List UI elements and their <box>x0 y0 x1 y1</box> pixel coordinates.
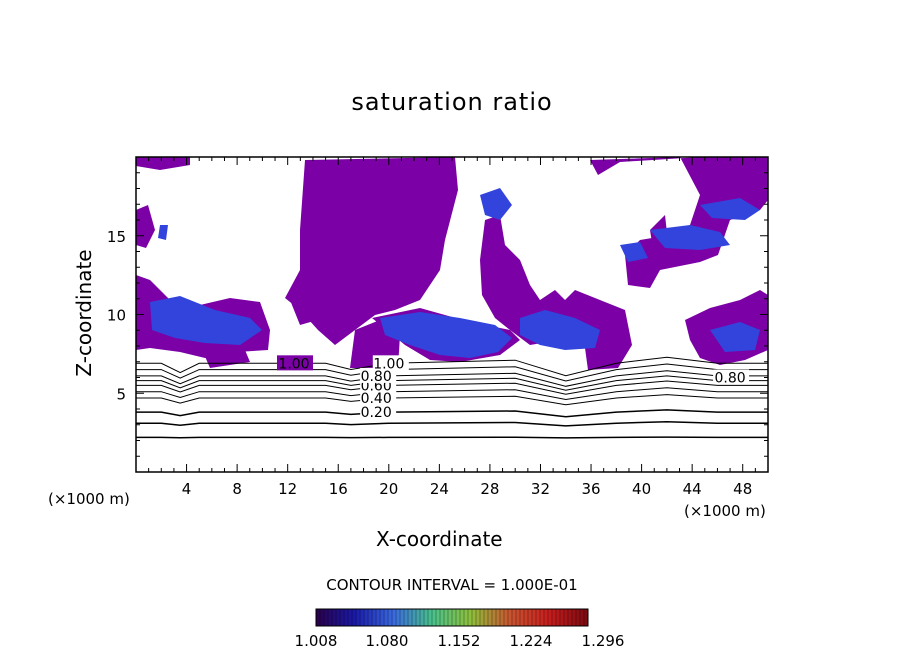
high-saturation-region-3 <box>650 225 730 250</box>
contour-label-bg-1 <box>360 389 397 405</box>
contour-label-bg-3 <box>360 367 397 383</box>
colorbar-tick-label-0: 1.008 <box>294 632 338 650</box>
colorbar-tick-label-4: 1.296 <box>581 632 625 650</box>
contour-label-3: 0.80 <box>361 369 392 385</box>
contour-line-0 <box>136 436 768 439</box>
contour-label-1: 0.40 <box>361 391 392 407</box>
high-saturation-region-0 <box>150 296 262 345</box>
colorbar-tick-label-3: 1.224 <box>509 632 553 650</box>
x-axis-unit: (×1000 m) <box>684 502 766 520</box>
saturated-region-7 <box>590 157 768 288</box>
colorbar <box>315 608 589 627</box>
x-tick-label-7: 32 <box>531 480 550 498</box>
chart-title: saturation ratio <box>351 88 553 116</box>
contour-label-bg-4 <box>372 355 409 371</box>
other-contour-label-1: 0.80 <box>714 371 745 387</box>
x-tick-label-9: 40 <box>632 480 651 498</box>
y-tick-label-0: 5 <box>116 385 126 403</box>
saturated-region-1 <box>136 205 155 248</box>
other-contour-label-bg-1 <box>713 369 750 385</box>
contour-line-2 <box>136 409 768 418</box>
x-tick-label-11: 48 <box>733 480 752 498</box>
contour-line-3 <box>136 394 768 406</box>
x-tick-label-8: 36 <box>581 480 600 498</box>
high-saturation-region-2 <box>520 310 600 350</box>
contour-label-4: 1.00 <box>373 356 404 372</box>
x-tick-label-3: 16 <box>329 480 348 498</box>
x-tick-label-0: 4 <box>182 480 192 498</box>
saturated-region-0 <box>136 157 190 170</box>
contour-label-bg-0 <box>360 404 397 420</box>
x-tick-label-10: 44 <box>683 480 702 498</box>
high-saturation-region-6 <box>480 188 512 220</box>
other-contour-label-bg-0 <box>277 355 313 371</box>
high-saturation-region-5 <box>710 322 760 352</box>
y-tick-label-1: 10 <box>107 307 126 325</box>
x-tick-label-4: 20 <box>379 480 398 498</box>
contour-label-0: 0.20 <box>361 405 392 421</box>
contour-lines: 0.200.400.600.801.001.000.80 <box>136 355 768 439</box>
contour-line-8 <box>136 363 768 382</box>
colorbar-tick-label-2: 1.152 <box>437 632 481 650</box>
x-tick-label-2: 12 <box>278 480 297 498</box>
other-contour-label-0: 1.00 <box>278 356 309 372</box>
high-saturation-region-1 <box>380 312 512 358</box>
colorbar-tick-label-1: 1.080 <box>365 632 409 650</box>
high-saturation-region-8 <box>158 225 168 240</box>
saturated-region-11 <box>290 295 335 325</box>
contour-interval-note: CONTOUR INTERVAL = 1.000E-01 <box>326 576 578 594</box>
x-tick-label-5: 24 <box>430 480 449 498</box>
high-saturation-region-4 <box>700 198 760 220</box>
high-saturation-region-7 <box>620 242 648 262</box>
saturated-region-10 <box>200 338 250 368</box>
y-axis-unit: (×1000 m) <box>48 490 130 508</box>
y-axis-label: Z-coordinate <box>72 249 96 377</box>
x-tick-label-6: 28 <box>480 480 499 498</box>
contour-line-1 <box>136 421 768 427</box>
x-axis-label: X-coordinate <box>376 527 503 551</box>
contour-line-5 <box>136 380 768 395</box>
saturation-fill <box>136 157 768 370</box>
x-tick-label-1: 8 <box>232 480 242 498</box>
y-tick-label-2: 15 <box>107 228 126 246</box>
